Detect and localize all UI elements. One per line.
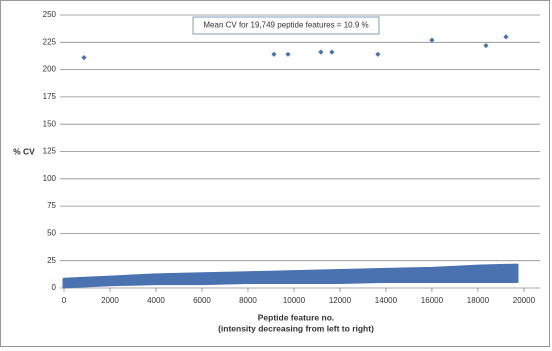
x-axis-label: (intensity decreasing from left to right… bbox=[218, 323, 374, 333]
x-tick-label: 14000 bbox=[375, 296, 398, 305]
y-tick-label: 75 bbox=[47, 201, 56, 210]
point-band bbox=[62, 263, 519, 289]
point bbox=[81, 54, 87, 61]
point bbox=[285, 51, 291, 57]
x-tick-label: 16000 bbox=[421, 296, 444, 305]
y-tick-label: 150 bbox=[43, 119, 57, 128]
point bbox=[429, 37, 435, 43]
x-tick-label: 12000 bbox=[329, 296, 352, 305]
point bbox=[318, 49, 324, 55]
point bbox=[503, 34, 509, 40]
y-tick-label: 175 bbox=[43, 92, 57, 101]
x-axis-label: Peptide feature no. bbox=[258, 312, 335, 322]
y-tick-label: 125 bbox=[43, 147, 57, 156]
y-tick-label: 250 bbox=[43, 10, 57, 19]
y-tick-label: 0 bbox=[52, 283, 57, 292]
x-tick-label: 6000 bbox=[193, 296, 211, 305]
x-tick-label: 0 bbox=[62, 296, 67, 305]
x-tick-label: 8000 bbox=[239, 296, 257, 305]
x-tick-label: 2000 bbox=[101, 296, 119, 305]
point bbox=[271, 51, 277, 57]
x-tick-label: 10000 bbox=[283, 296, 306, 305]
annotation: Mean CV for 19,749 peptide features = 10… bbox=[203, 21, 368, 30]
y-tick-label: 100 bbox=[43, 174, 57, 183]
annotation-box bbox=[192, 16, 380, 35]
y-tick-label: 25 bbox=[47, 256, 56, 265]
point bbox=[375, 51, 381, 57]
x-tick-label: 20000 bbox=[513, 296, 536, 305]
y-tick-label: 225 bbox=[43, 37, 57, 46]
x-tick-label: 4000 bbox=[147, 296, 165, 305]
point bbox=[483, 42, 489, 49]
x-tick-label: 18000 bbox=[467, 296, 490, 305]
y-axis-label: % CV bbox=[13, 146, 35, 156]
y-tick-label: 200 bbox=[43, 65, 57, 74]
y-tick-label: 50 bbox=[47, 229, 56, 238]
point bbox=[329, 49, 335, 55]
